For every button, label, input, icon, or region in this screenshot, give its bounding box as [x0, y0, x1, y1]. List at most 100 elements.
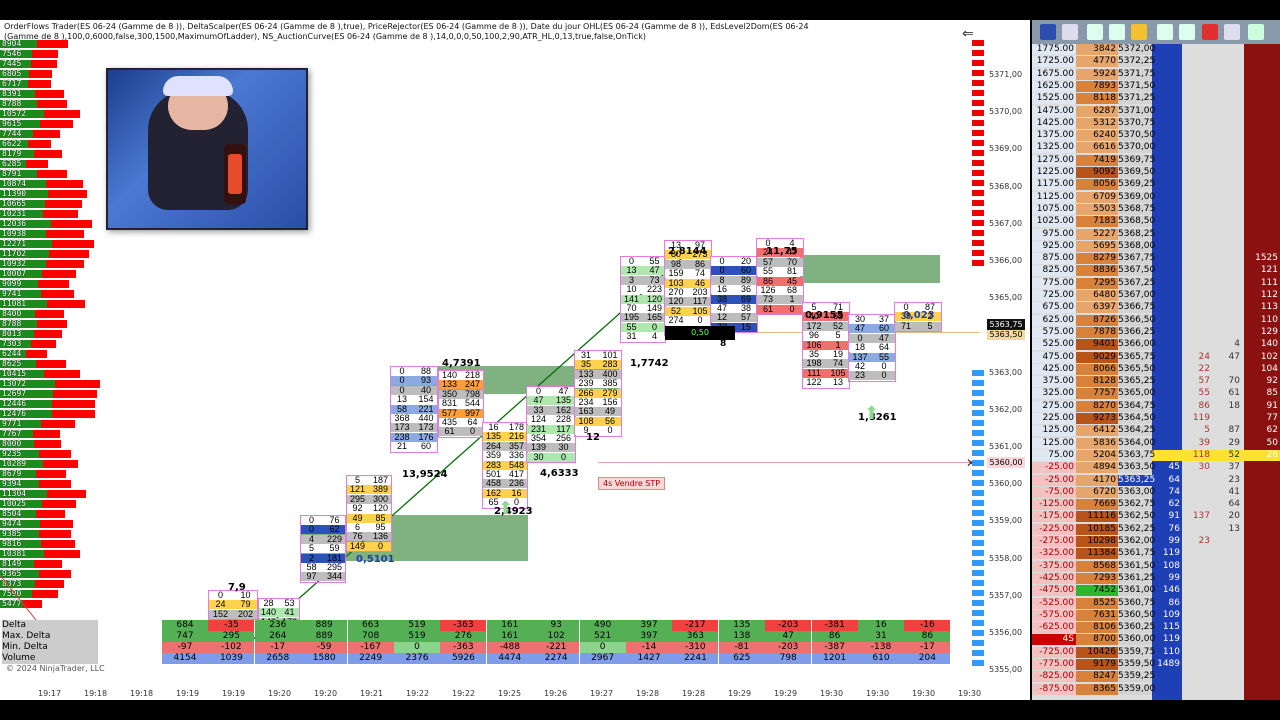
dom-row[interactable]: -875.00 8365 5359,00 — [1032, 683, 1280, 695]
footprint-bid: 47 — [716, 303, 727, 313]
dom-row[interactable]: -825.00 8247 5359,25 — [1032, 671, 1280, 683]
dom-row[interactable]: 325.00 7757 5365,00 55 61 85 — [1032, 388, 1280, 400]
volume-profile-value: 7767 — [2, 429, 22, 438]
dom-row[interactable]: 675.00 6397 5366,75 113 — [1032, 302, 1280, 314]
dom-sold: 24 — [1198, 351, 1210, 362]
dom-row[interactable]: 1425.00 5312 5370,75 — [1032, 117, 1280, 129]
up-arrow-icon: ⬆ — [864, 403, 880, 424]
dom-row[interactable]: -125.00 7669 5362,75 62 64 — [1032, 499, 1280, 511]
dom-row[interactable]: 1675.00 5924 5371,75 — [1032, 68, 1280, 80]
footprint-bid: 135 — [485, 431, 502, 442]
dom-row[interactable]: 975.00 5227 5368,25 — [1032, 228, 1280, 240]
footprint-row: 163 49 — [575, 407, 621, 417]
dom-row[interactable]: 525.00 9401 5366,00 4 140 — [1032, 339, 1280, 351]
footprint-ask: 178 — [508, 422, 525, 432]
price-axis[interactable]: 5371,00 5370,00 5369,00 5368,00 5367,00 5366,… — [985, 40, 1030, 680]
dom-row[interactable]: 1125.00 6709 5369,00 — [1032, 191, 1280, 203]
footprint-bid: 24 — [215, 599, 226, 610]
dom-row[interactable]: 1475.00 6287 5371,00 — [1032, 105, 1280, 117]
dom-ask: 85 — [1266, 388, 1278, 399]
dom-row[interactable]: 75.00 5204 5363,75 118 52 26 — [1032, 449, 1280, 461]
chart-icon[interactable] — [1248, 24, 1264, 40]
dom-row[interactable]: -725.00 10426 5359,75 110 — [1032, 646, 1280, 658]
alert-icon[interactable] — [1202, 24, 1218, 40]
dom-row[interactable]: 475.00 9029 5365,75 24 47 102 — [1032, 351, 1280, 363]
back-arrow-icon[interactable]: ⇐ — [962, 26, 974, 42]
dom-row[interactable]: 1075.00 5503 5368,75 — [1032, 203, 1280, 215]
dom-row[interactable]: 4S 8700 5360,00 119 — [1032, 634, 1280, 646]
footprint-ask: 0 — [513, 497, 519, 508]
close-order-icon[interactable]: ✕ — [966, 456, 976, 470]
footprint-ask: 60 — [420, 441, 431, 452]
dom-row[interactable]: -25.00 4170 5363,25 64 23 — [1032, 474, 1280, 486]
menu-icon[interactable] — [1040, 24, 1056, 40]
volume-profile-row: 9394 — [0, 480, 100, 488]
dom-row[interactable]: 1775.00 3842 5372,00 — [1032, 44, 1280, 55]
footprint-row: 122 13 — [803, 378, 849, 388]
stop-order-label[interactable]: 4s Vendre STP — [598, 477, 666, 490]
footprint-bid: 55 — [626, 321, 637, 332]
dom-pnl: 825.00 — [1032, 265, 1076, 277]
dom-row[interactable]: 225.00 9273 5364,50 119 77 — [1032, 413, 1280, 424]
dom-row[interactable]: 1325.00 6616 5370,00 — [1032, 142, 1280, 154]
dom-row[interactable]: -25.00 4894 5363,50 45 30 37 — [1032, 462, 1280, 474]
dom-row[interactable]: 775.00 7295 5367,25 111 — [1032, 277, 1280, 289]
footprint-bid: 47 — [854, 323, 865, 334]
doc-icon[interactable] — [1179, 24, 1195, 40]
time-axis[interactable]: 19:17 19:18 19:18 19:19 19:19 19:20 19:20 19:21… — [0, 685, 985, 700]
dom-row[interactable]: 125.00 6412 5364,25 5 87 62 — [1032, 425, 1280, 437]
dom-row[interactable]: -475.00 7452 5361,00 146 — [1032, 585, 1280, 597]
dom-row[interactable]: -375.00 8568 5361,50 108 — [1032, 560, 1280, 572]
order-box[interactable]: 0,50 — [665, 326, 735, 340]
dom-row[interactable]: 1525.00 8118 5371,25 — [1032, 93, 1280, 105]
dom-row[interactable]: -575.00 7631 5360,50 109 — [1032, 609, 1280, 621]
doc-up-icon[interactable] — [1087, 24, 1103, 40]
dom-row[interactable]: -175.00 11116 5362,50 91 137 20 — [1032, 511, 1280, 523]
bag-icon[interactable] — [1062, 24, 1078, 40]
footprint-bid: 5 — [811, 302, 817, 312]
settings-doc-icon[interactable] — [1224, 24, 1240, 40]
volume-profile-value: 12697 — [2, 389, 27, 398]
dom-row[interactable]: 1725.00 4770 5372,25 — [1032, 56, 1280, 68]
dom-row[interactable]: 375.00 8128 5365,25 57 70 92 — [1032, 376, 1280, 388]
chart-panel[interactable]: OrderFlows Trader(ES 06-24 (Gamme de 8 )… — [0, 20, 1030, 700]
dom-volume: 7893 — [1076, 80, 1118, 92]
dom-ladder-panel[interactable]: 1775.00 3842 5372,00 1725.00 4770 5372,25 1675… — [1032, 20, 1280, 700]
dom-row[interactable]: 275.00 8270 5364,75 86 18 91 — [1032, 400, 1280, 412]
dom-row[interactable]: 825.00 8836 5367,50 121 — [1032, 265, 1280, 277]
dom-row[interactable]: -775.00 9179 5359,50 1489 — [1032, 659, 1280, 670]
dom-pnl: 375.00 — [1032, 376, 1076, 388]
doc-down-icon[interactable] — [1109, 24, 1125, 40]
dom-row[interactable]: -225.00 10185 5362,25 76 13 — [1032, 523, 1280, 535]
dom-row[interactable]: 1275.00 7419 5369,75 — [1032, 154, 1280, 166]
dom-row[interactable]: 1625.00 7893 5371,50 — [1032, 80, 1280, 92]
dom-row[interactable]: -325.00 11384 5361,75 119 — [1032, 548, 1280, 560]
dom-row[interactable]: 1175.00 8056 5369,25 — [1032, 179, 1280, 191]
volume-profile-value: 10938 — [2, 229, 27, 238]
dom-row[interactable]: 1025.00 7183 5368,50 — [1032, 216, 1280, 228]
dom-row[interactable]: -525.00 8525 5360,75 86 — [1032, 597, 1280, 609]
dom-row[interactable]: 125.00 5836 5364,00 39 29 50 — [1032, 437, 1280, 449]
dom-row[interactable]: 575.00 7878 5366,25 129 — [1032, 326, 1280, 338]
dom-row[interactable]: 875.00 8279 5367,75 1525 — [1032, 253, 1280, 265]
dom-row[interactable]: -275.00 10298 5362,00 99 23 — [1032, 536, 1280, 547]
volume-profile-buy — [0, 490, 47, 498]
dom-row[interactable]: 1375.00 6240 5370,50 — [1032, 130, 1280, 142]
dom-row[interactable]: 625.00 8726 5366,50 110 — [1032, 314, 1280, 326]
dom-bid: 64 — [1168, 474, 1180, 485]
dom-row[interactable]: -425.00 7293 5361,25 99 — [1032, 572, 1280, 584]
dom-row[interactable]: 425.00 8066 5365,50 22 104 — [1032, 363, 1280, 375]
dom-ask — [1244, 585, 1280, 596]
dom-volume: 8118 — [1076, 93, 1118, 105]
footprint-ask: 19 — [832, 349, 843, 359]
dom-row[interactable]: 725.00 6480 5367,00 112 — [1032, 290, 1280, 301]
dom-pnl: -775.00 — [1032, 659, 1076, 670]
eraser-icon[interactable] — [1131, 24, 1147, 40]
dom-row[interactable]: -75.00 6720 5363,00 74 41 — [1032, 486, 1280, 498]
dom-row[interactable]: 1225.00 9092 5369,50 — [1032, 167, 1280, 178]
volume-profile-row: 8904 — [0, 40, 100, 48]
dom-row[interactable]: 925.00 5695 5368,00 — [1032, 240, 1280, 252]
dom-row[interactable]: -625.00 8106 5360,25 115 — [1032, 622, 1280, 634]
volume-profile-value: 10231 — [2, 209, 27, 218]
doc-icon[interactable] — [1157, 24, 1173, 40]
